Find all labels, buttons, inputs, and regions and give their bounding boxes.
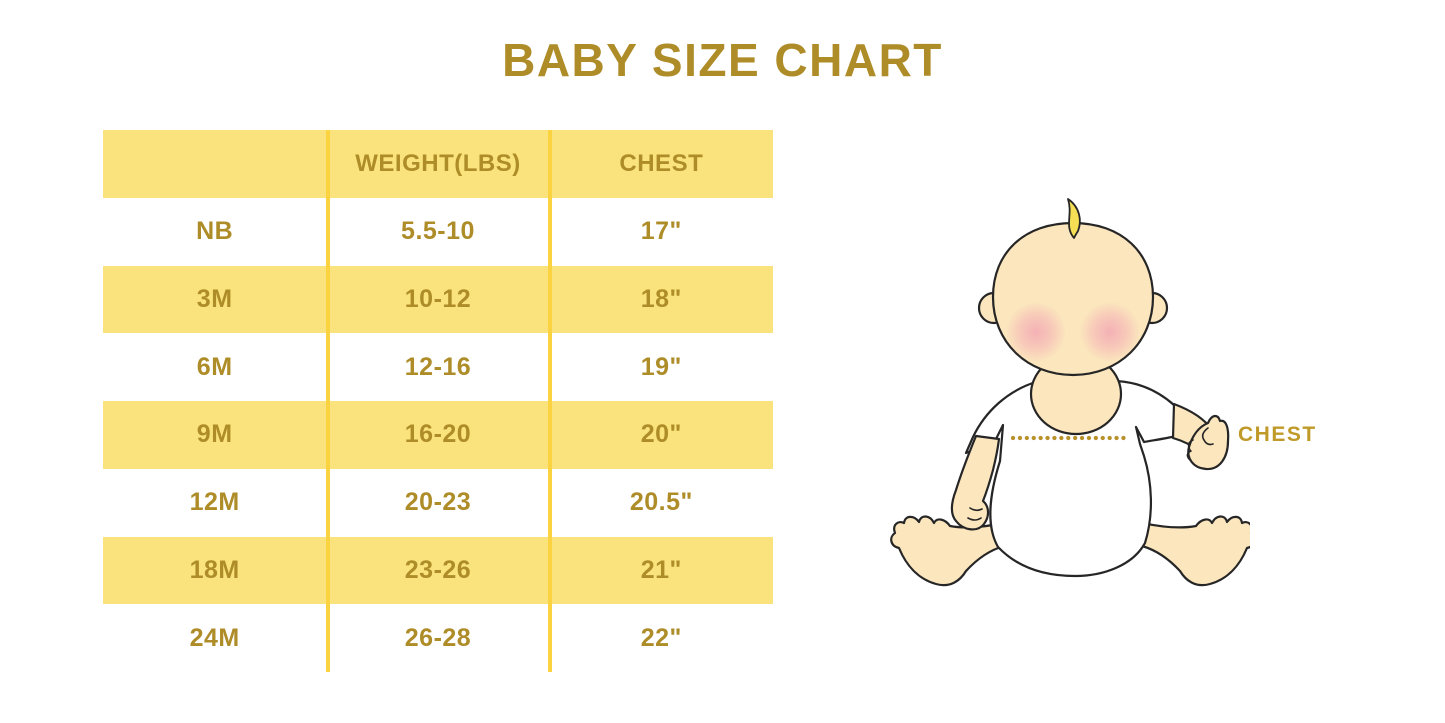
weight-cell: 5.5-10 (401, 217, 475, 246)
size-cell: 24M (189, 623, 240, 652)
baby-legs (890, 515, 1256, 587)
chest-cell: 21" (640, 555, 682, 584)
size-cell: 3M (196, 284, 233, 313)
hair-tuft-icon (1067, 198, 1081, 239)
blush-right (1080, 302, 1140, 362)
size-table: WEIGHT(LBS) CHEST NB 5.5-10 17" 3M 10-12… (103, 130, 773, 672)
page-title: BABY SIZE CHART (502, 34, 943, 86)
chest-cell: 17" (640, 217, 682, 246)
table-header-row: WEIGHT(LBS) CHEST (103, 130, 773, 198)
chest-annotation-label: CHEST (1238, 423, 1317, 446)
size-cell: 9M (196, 420, 233, 449)
size-cell: 12M (189, 488, 240, 517)
table-row: NB 5.5-10 17" (103, 198, 773, 266)
chest-cell: 20.5" (629, 488, 693, 517)
weight-cell: 16-20 (404, 420, 472, 449)
baby-illustration (890, 190, 1256, 600)
chest-cell: 22" (640, 623, 682, 652)
header-cell-chest: CHEST (619, 149, 704, 177)
baby-icon (890, 198, 1256, 587)
size-cell: 6M (196, 352, 233, 381)
baby-right-arm (1171, 402, 1230, 471)
table-row: 18M 23-26 21" (103, 536, 773, 605)
table-row: 9M 16-20 20" (103, 401, 773, 469)
blush-left (1006, 302, 1066, 362)
chest-cell: 19" (640, 352, 682, 381)
weight-cell: 23-26 (404, 555, 472, 584)
chest-cell: 20" (640, 420, 682, 449)
weight-cell: 26-28 (404, 623, 472, 652)
table-row: 12M 20-23 20.5" (103, 469, 773, 537)
column-divider (326, 130, 330, 672)
table-row: 6M 12-16 19" (103, 333, 773, 401)
size-cell: 18M (189, 555, 240, 584)
weight-cell: 10-12 (404, 284, 472, 313)
column-divider (548, 130, 552, 672)
size-cell: NB (196, 217, 234, 246)
weight-cell: 20-23 (404, 488, 472, 517)
table-row: 24M 26-28 22" (103, 604, 773, 672)
weight-cell: 12-16 (404, 352, 472, 381)
chest-cell: 18" (640, 284, 682, 313)
header-cell-weight: WEIGHT(LBS) (355, 149, 521, 177)
table-row: 3M 10-12 18" (103, 265, 773, 334)
baby-left-arm (950, 434, 1001, 531)
